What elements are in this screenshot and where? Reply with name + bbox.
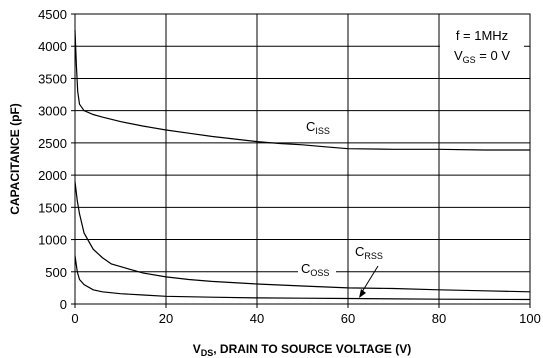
- crss-curve: [74, 255, 531, 301]
- x-tick-label: 20: [159, 311, 173, 326]
- y-axis-title: CAPACITANCE (pF): [8, 103, 22, 215]
- coss-label: COSS: [301, 261, 329, 278]
- x-axis-title: VDS, DRAIN TO SOURCE VOLTAGE (V): [193, 342, 412, 358]
- y-tick-label: 2000: [38, 168, 67, 183]
- x-tick-label: 40: [250, 311, 264, 326]
- x-axis-title-main: V: [193, 342, 201, 356]
- y-tick-label: 0: [60, 297, 67, 312]
- ciss-label: CISS: [306, 119, 330, 136]
- x-tick-label: 0: [71, 311, 78, 326]
- x-axis-title-sub: DS: [201, 348, 214, 358]
- x-tick-label: 80: [432, 311, 446, 326]
- crss-pointer-arrowhead: [359, 289, 366, 298]
- tick-labels: 0 20 40 60 80 1000500100015002000250030003500…: [38, 7, 541, 326]
- x-tick-label: 100: [519, 311, 541, 326]
- crss-label-bg: [353, 243, 389, 261]
- y-tick-label: 500: [45, 265, 67, 280]
- conditions-box-bg: [440, 24, 524, 66]
- ciss-curve: [74, 30, 530, 151]
- grid-lines: [75, 14, 530, 304]
- x-axis-title-rest: , DRAIN TO SOURCE VOLTAGE (V): [213, 342, 411, 356]
- y-tick-label: 3500: [38, 71, 67, 86]
- coss-label-bg: [298, 260, 336, 278]
- y-tick-label: 2500: [38, 136, 67, 151]
- crss-pointer-line: [361, 265, 379, 293]
- ciss-label-bg: [300, 118, 336, 138]
- y-tick-label: 4000: [38, 39, 67, 54]
- y-tick-label: 4500: [38, 7, 67, 22]
- series-layer: [74, 30, 531, 301]
- condition-frequency: f = 1MHz: [456, 28, 508, 43]
- y-tick-label: 3000: [38, 104, 67, 119]
- crss-label: CRSS: [355, 244, 383, 261]
- x-tick-label: 60: [341, 311, 355, 326]
- coss-curve: [74, 181, 531, 293]
- y-tick-label: 1500: [38, 200, 67, 215]
- y-tick-label: 1000: [38, 233, 67, 248]
- condition-vgs: VGS = 0 V: [454, 48, 510, 65]
